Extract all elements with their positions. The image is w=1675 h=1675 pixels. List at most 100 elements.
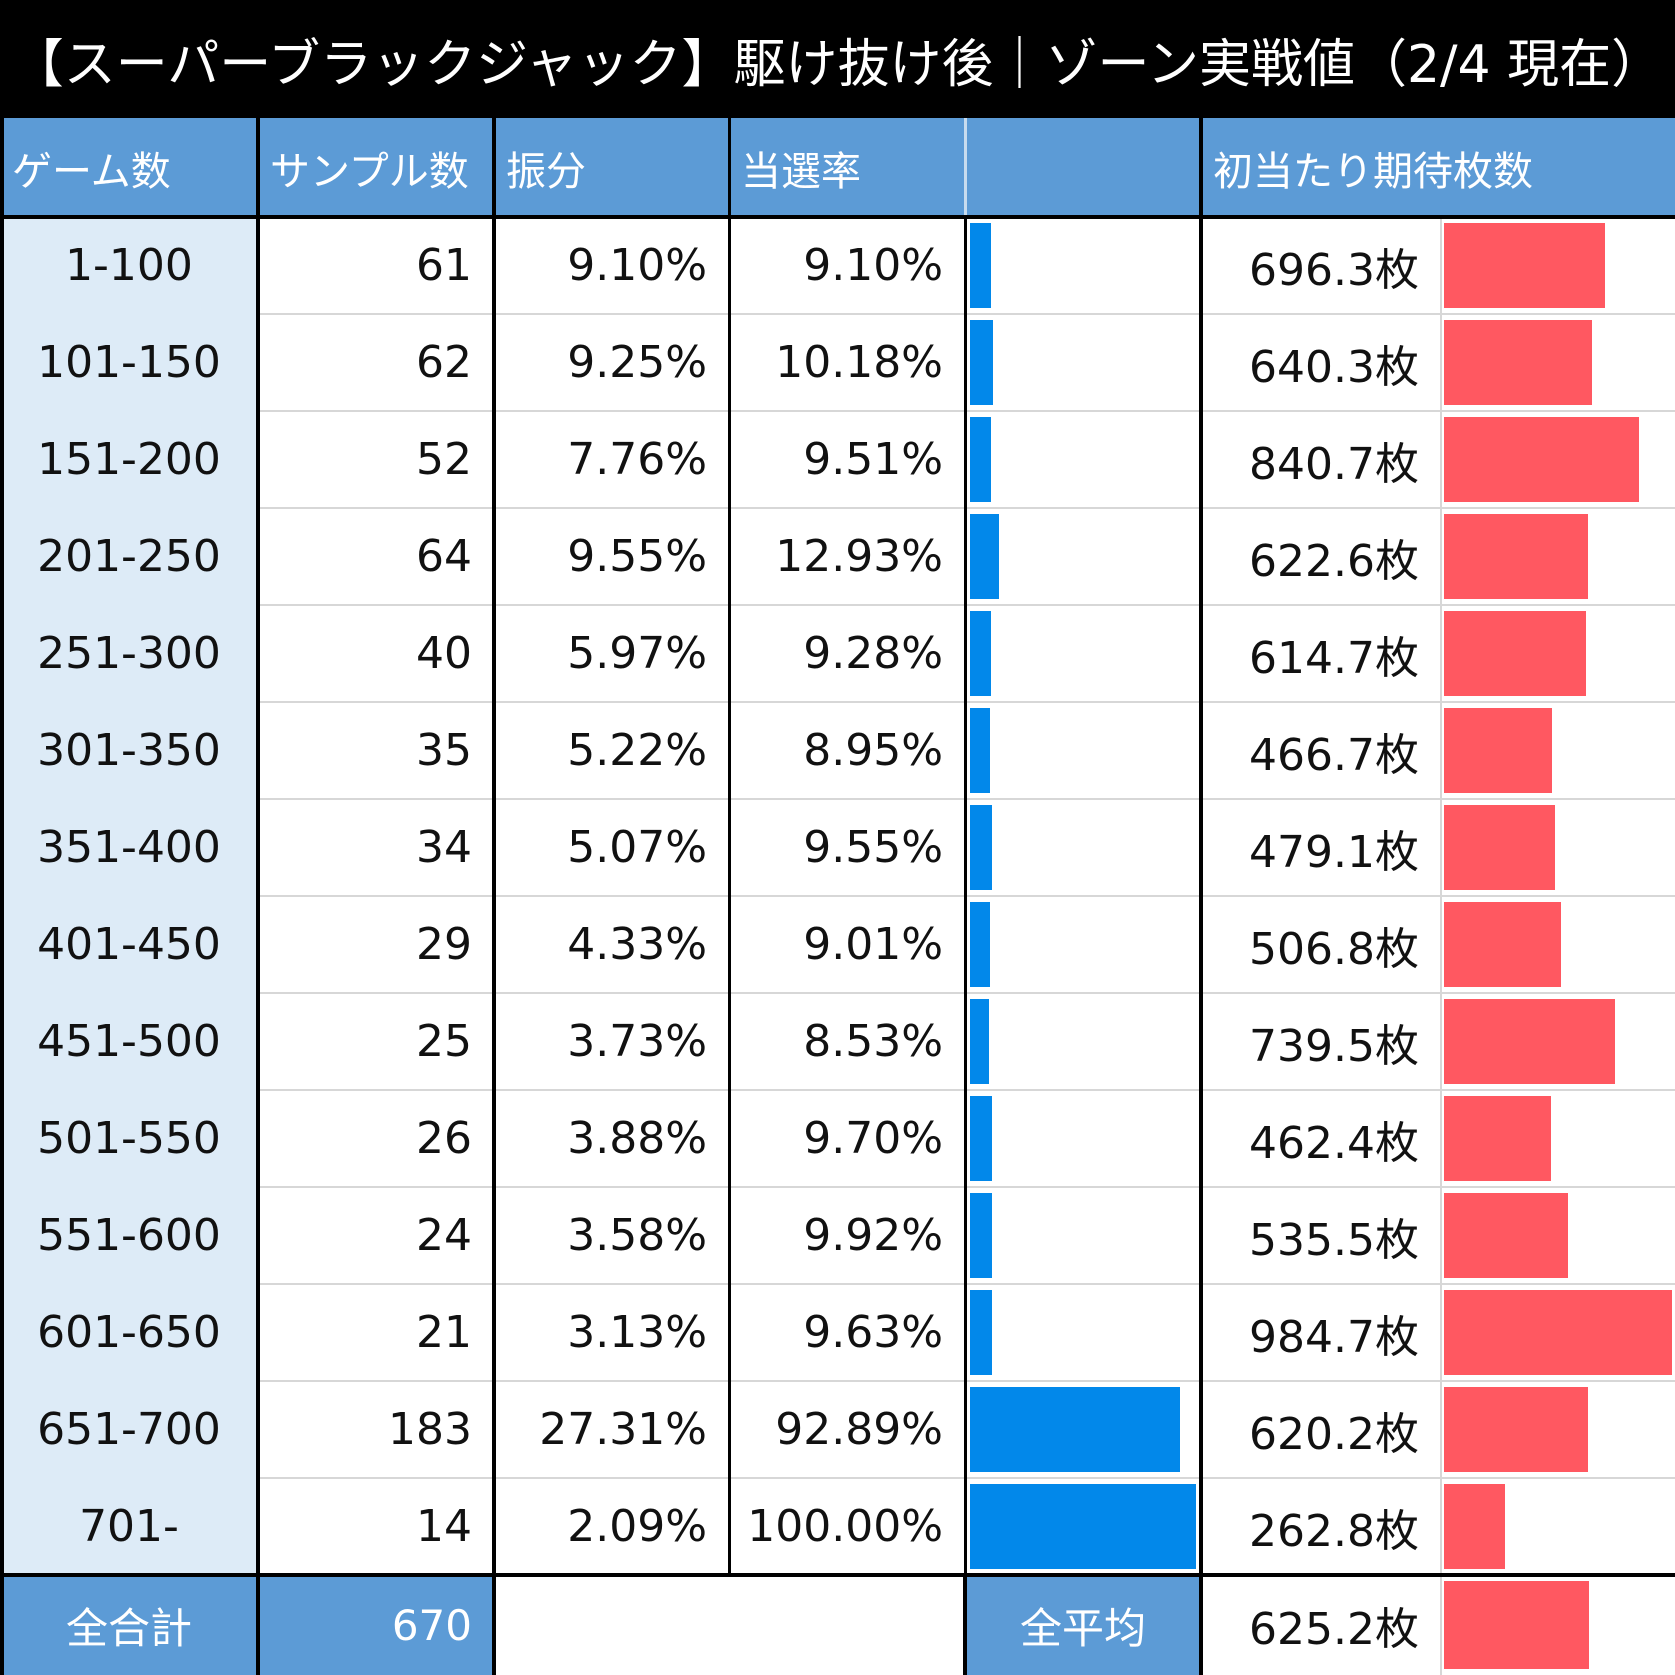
- row-rate: 9.70%: [729, 1090, 965, 1187]
- row-expected: 622.6枚: [1201, 508, 1441, 605]
- row-share: 9.55%: [494, 508, 729, 605]
- row-divider: [258, 604, 1675, 606]
- column-divider: [963, 118, 967, 1575]
- row-games: 101-150: [0, 314, 258, 411]
- row-divider: [258, 1477, 1675, 1479]
- rate-bar: [970, 611, 991, 696]
- row-share: 9.10%: [494, 217, 729, 314]
- rate-bar: [970, 1096, 992, 1181]
- row-rate: 9.10%: [729, 217, 965, 314]
- row-rate: 8.95%: [729, 702, 965, 799]
- row-share: 5.07%: [494, 799, 729, 896]
- row-rate: 10.18%: [729, 314, 965, 411]
- row-samples: 25: [258, 993, 494, 1090]
- row-divider: [258, 1186, 1675, 1188]
- expected-bar: [1444, 611, 1587, 696]
- row-expected: 739.5枚: [1201, 993, 1441, 1090]
- rate-bar: [970, 1290, 992, 1375]
- header-expected: 初当たり期待枚数: [1201, 118, 1675, 217]
- row-games: 601-650: [0, 1284, 258, 1381]
- row-share: 4.33%: [494, 896, 729, 993]
- row-samples: 29: [258, 896, 494, 993]
- row-samples: 62: [258, 314, 494, 411]
- row-games: 451-500: [0, 993, 258, 1090]
- row-rate: 9.55%: [729, 799, 965, 896]
- row-share: 5.97%: [494, 605, 729, 702]
- row-games: 401-450: [0, 896, 258, 993]
- row-samples: 14: [258, 1478, 494, 1575]
- total-top-line: [0, 1573, 1675, 1577]
- row-samples: 52: [258, 411, 494, 508]
- row-expected: 466.7枚: [1201, 702, 1441, 799]
- row-divider: [258, 1089, 1675, 1091]
- row-expected: 462.4枚: [1201, 1090, 1441, 1187]
- row-expected: 535.5枚: [1201, 1187, 1441, 1284]
- row-rate: 8.53%: [729, 993, 965, 1090]
- average-expected: 625.2枚: [1201, 1575, 1441, 1675]
- row-samples: 40: [258, 605, 494, 702]
- rate-bar: [970, 999, 990, 1084]
- header-rate-bar: [965, 118, 1201, 217]
- column-divider: [727, 118, 731, 1575]
- row-games: 351-400: [0, 799, 258, 896]
- row-divider: [258, 1380, 1675, 1382]
- expected-bar: [1444, 999, 1616, 1084]
- row-samples: 35: [258, 702, 494, 799]
- expected-bar: [1444, 320, 1593, 405]
- row-share: 5.22%: [494, 702, 729, 799]
- chart-title: 【スーパーブラックジャック】駆け抜け後｜ゾーン実戦値（2/4 現在）: [0, 0, 1675, 118]
- row-rate: 100.00%: [729, 1478, 965, 1575]
- row-games: 151-200: [0, 411, 258, 508]
- row-samples: 34: [258, 799, 494, 896]
- row-share: 27.31%: [494, 1381, 729, 1478]
- rate-bar: [970, 805, 992, 890]
- row-rate: 9.51%: [729, 411, 965, 508]
- row-divider: [258, 895, 1675, 897]
- row-divider: [258, 410, 1675, 412]
- row-expected: 840.7枚: [1201, 411, 1441, 508]
- row-games: 301-350: [0, 702, 258, 799]
- expected-bar: [1444, 902, 1562, 987]
- header-games: ゲーム数: [0, 118, 258, 217]
- row-games: 1-100: [0, 217, 258, 314]
- left-edge: [0, 118, 4, 1675]
- expected-bar: [1444, 223, 1606, 308]
- row-divider: [258, 701, 1675, 703]
- row-share: 9.25%: [494, 314, 729, 411]
- row-expected: 262.8枚: [1201, 1478, 1441, 1575]
- row-expected: 696.3枚: [1201, 217, 1441, 314]
- header-bottom-line: [0, 215, 1675, 219]
- row-share: 7.76%: [494, 411, 729, 508]
- row-samples: 61: [258, 217, 494, 314]
- header-samples: サンプル数: [258, 118, 494, 217]
- expected-bar: [1444, 1096, 1552, 1181]
- row-expected: 614.7枚: [1201, 605, 1441, 702]
- rate-bar: [970, 417, 992, 502]
- row-rate: 9.63%: [729, 1284, 965, 1381]
- row-rate: 12.93%: [729, 508, 965, 605]
- row-expected: 479.1枚: [1201, 799, 1441, 896]
- rate-bar: [970, 320, 993, 405]
- header-rate: 当選率: [729, 118, 965, 217]
- row-expected: 640.3枚: [1201, 314, 1441, 411]
- header-share: 振分: [494, 118, 729, 217]
- header-divider-light: [964, 118, 967, 217]
- expected-bar: [1444, 805, 1555, 890]
- expected-bar: [1444, 417, 1639, 502]
- average-label: 全平均: [965, 1575, 1201, 1675]
- row-divider: [258, 992, 1675, 994]
- row-expected: 620.2枚: [1201, 1381, 1441, 1478]
- row-samples: 64: [258, 508, 494, 605]
- zone-table: ゲーム数 サンプル数 振分 当選率 初当たり期待枚数 1-100 61 9.10% 9.10% 6…: [0, 118, 1675, 1675]
- row-games: 701-: [0, 1478, 258, 1575]
- row-rate: 9.92%: [729, 1187, 965, 1284]
- row-share: 3.58%: [494, 1187, 729, 1284]
- row-games: 501-550: [0, 1090, 258, 1187]
- rate-bar: [970, 1484, 1196, 1569]
- average-expected-bar: [1444, 1581, 1589, 1669]
- expected-bar: [1444, 514, 1589, 599]
- row-games: 251-300: [0, 605, 258, 702]
- row-share: 3.73%: [494, 993, 729, 1090]
- row-divider: [258, 507, 1675, 509]
